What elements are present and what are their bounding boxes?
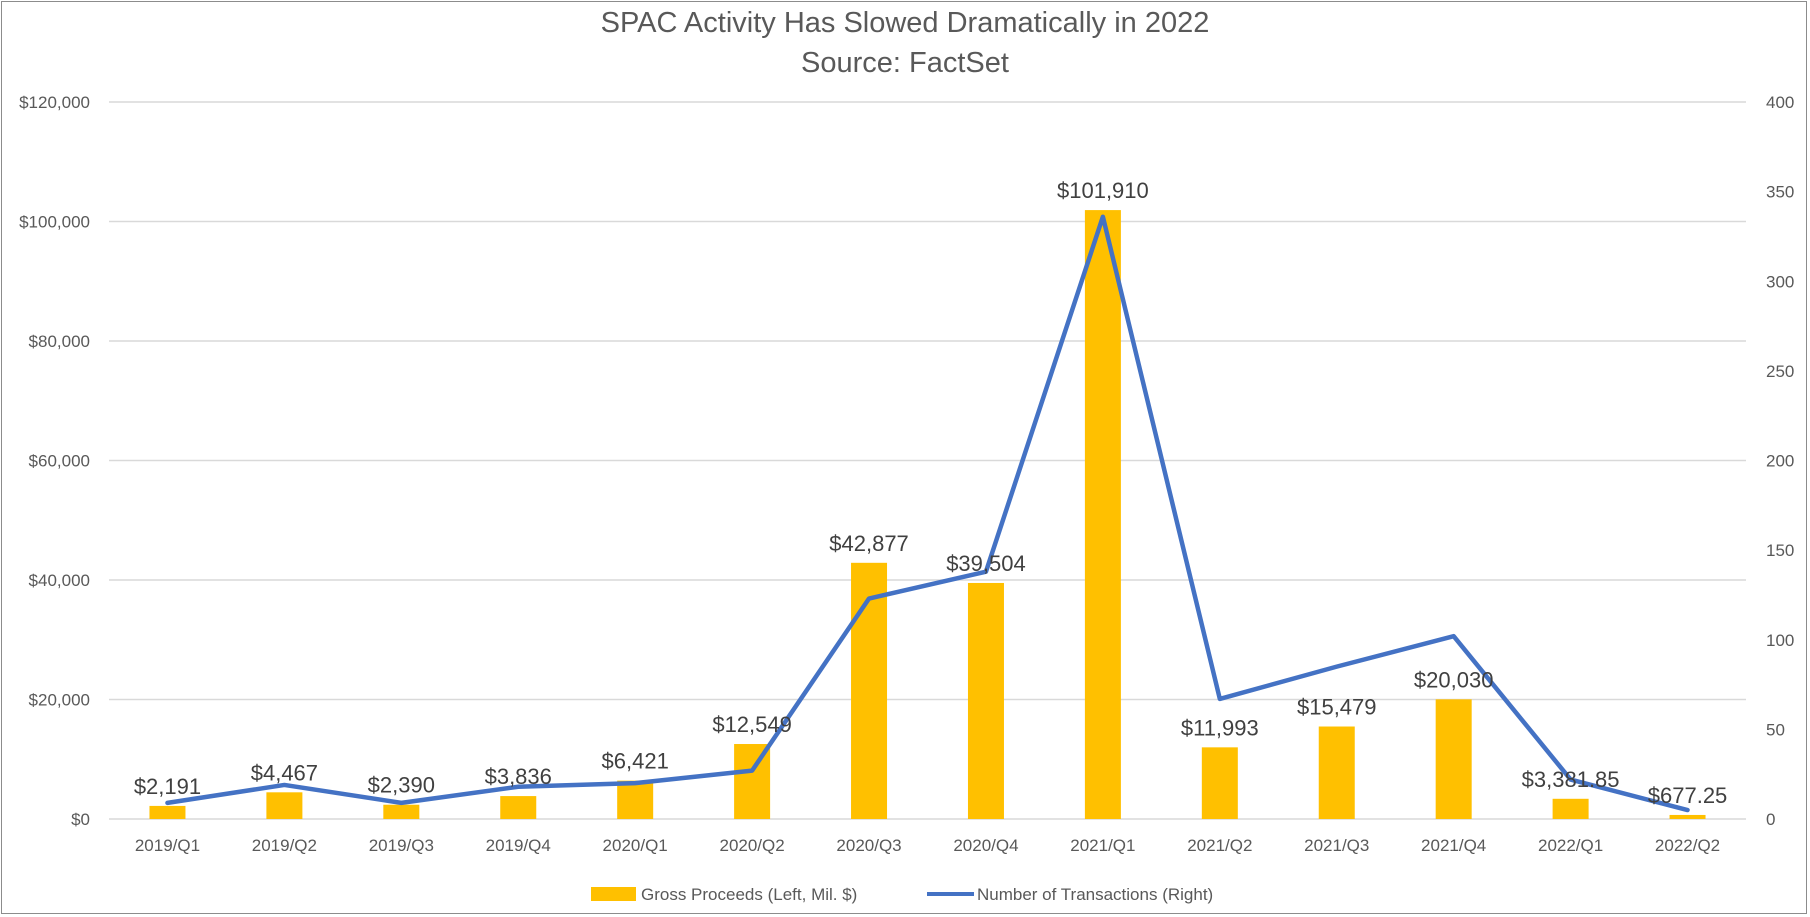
legend-label-transactions: Number of Transactions (Right) — [977, 885, 1213, 904]
bar-data-label: $12,549 — [712, 712, 792, 737]
right-tick-label: 100 — [1766, 631, 1794, 650]
bar-data-label: $677.25 — [1648, 783, 1728, 808]
bar-data-label: $2,191 — [134, 774, 201, 799]
x-tick-label: 2021/Q1 — [1070, 836, 1135, 855]
line-series-transactions — [165, 214, 1690, 813]
legend: Gross Proceeds (Left, Mil. $) Number of … — [591, 885, 1213, 904]
x-tick-label: 2020/Q4 — [953, 836, 1018, 855]
left-axis-ticks: $0 $20,000 $40,000 $60,000 $80,000 $100,000 $1… — [19, 93, 90, 829]
bar — [851, 562, 888, 819]
x-tick-label: 2022/Q2 — [1655, 836, 1720, 855]
right-tick-label: 350 — [1766, 183, 1794, 202]
x-tick-label: 2019/Q2 — [252, 836, 317, 855]
bar — [1435, 699, 1472, 819]
left-tick-label: $20,000 — [29, 691, 90, 710]
bar-data-label: $39,504 — [946, 551, 1026, 576]
bar-series-gross-proceeds — [149, 210, 1706, 819]
bar — [1201, 747, 1238, 819]
bar-data-label: $3,836 — [485, 764, 552, 789]
left-tick-label: $100,000 — [19, 213, 90, 232]
x-tick-label: 2021/Q3 — [1304, 836, 1369, 855]
bar-data-label: $15,479 — [1297, 695, 1377, 720]
right-tick-label: 250 — [1766, 362, 1794, 381]
bar — [500, 796, 537, 819]
bar-data-label: $2,390 — [368, 773, 435, 798]
right-tick-label: 0 — [1766, 810, 1775, 829]
left-tick-label: $120,000 — [19, 93, 90, 112]
x-tick-label: 2020/Q2 — [719, 836, 784, 855]
bar — [383, 804, 420, 819]
x-tick-label: 2021/Q2 — [1187, 836, 1252, 855]
right-tick-label: 50 — [1766, 720, 1785, 739]
bar — [1318, 726, 1355, 819]
left-tick-label: $40,000 — [29, 571, 90, 590]
x-tick-label: 2021/Q4 — [1421, 836, 1486, 855]
left-tick-label: $80,000 — [29, 332, 90, 351]
right-tick-label: 300 — [1766, 272, 1794, 291]
bar — [149, 805, 186, 819]
bar-data-label: $101,910 — [1057, 178, 1149, 203]
bar — [1552, 798, 1589, 819]
x-axis-ticks: 2019/Q1 2019/Q2 2019/Q3 2019/Q4 2020/Q1 2020/… — [135, 836, 1720, 855]
chart-subtitle: Source: FactSet — [801, 47, 1009, 79]
right-tick-label: 400 — [1766, 93, 1794, 112]
right-tick-label: 150 — [1766, 541, 1794, 560]
bar-data-label: $4,467 — [251, 760, 318, 785]
legend-label-gross-proceeds: Gross Proceeds (Left, Mil. $) — [641, 885, 857, 904]
bar — [617, 780, 654, 819]
transactions-line — [165, 214, 1690, 813]
x-tick-label: 2019/Q4 — [486, 836, 551, 855]
bar-data-label: $6,421 — [602, 749, 669, 774]
chart-title: SPAC Activity Has Slowed Dramatically in… — [601, 7, 1210, 39]
bar — [1084, 210, 1121, 819]
right-axis-ticks: 0 50 100 150 200 250 300 350 400 — [1766, 93, 1794, 829]
bar-data-label: $3,381.85 — [1522, 767, 1620, 792]
x-tick-label: 2019/Q3 — [369, 836, 434, 855]
x-tick-label: 2020/Q1 — [603, 836, 668, 855]
bar — [266, 792, 303, 819]
bar — [1669, 814, 1706, 819]
bar-data-label: $20,030 — [1414, 667, 1494, 692]
data-labels: $2,191 $4,467 $2,390 $3,836 $6,421 $12,549 $42… — [134, 178, 1727, 808]
bar-data-label: $42,877 — [829, 531, 909, 556]
legend-swatch-gross-proceeds — [591, 887, 636, 901]
bar-data-label: $11,993 — [1181, 715, 1259, 740]
right-tick-label: 200 — [1766, 452, 1794, 471]
left-tick-label: $60,000 — [29, 452, 90, 471]
gridlines — [109, 101, 1746, 820]
left-tick-label: $0 — [71, 810, 90, 829]
bar — [967, 582, 1004, 819]
x-tick-label: 2020/Q3 — [836, 836, 901, 855]
x-tick-label: 2022/Q1 — [1538, 836, 1603, 855]
x-tick-label: 2019/Q1 — [135, 836, 200, 855]
